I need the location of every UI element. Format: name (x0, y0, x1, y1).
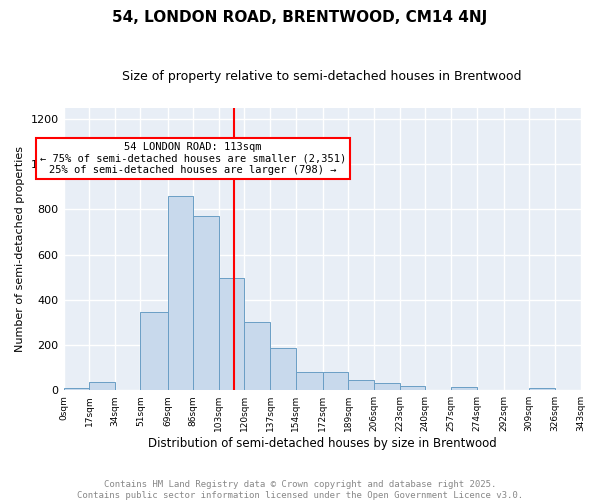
Text: 54 LONDON ROAD: 113sqm
← 75% of semi-detached houses are smaller (2,351)
25% of : 54 LONDON ROAD: 113sqm ← 75% of semi-det… (40, 142, 346, 175)
Bar (296, 372, 323, 390)
Bar (64, 388, 89, 390)
Bar (400, 386, 425, 390)
X-axis label: Distribution of semi-detached houses by size in Brentwood: Distribution of semi-detached houses by … (148, 437, 496, 450)
Title: Size of property relative to semi-detached houses in Brentwood: Size of property relative to semi-detach… (122, 70, 522, 83)
Bar (167, 196, 193, 390)
Bar (219, 278, 244, 390)
Bar (244, 322, 270, 390)
Bar (89, 382, 115, 390)
Y-axis label: Number of semi-detached properties: Number of semi-detached properties (15, 146, 25, 352)
Text: Contains HM Land Registry data © Crown copyright and database right 2025.
Contai: Contains HM Land Registry data © Crown c… (77, 480, 523, 500)
Bar (193, 216, 219, 390)
Bar (270, 348, 296, 390)
Bar (451, 388, 476, 390)
Bar (374, 384, 400, 390)
Bar (529, 388, 555, 390)
Bar (323, 372, 349, 390)
Text: 54, LONDON ROAD, BRENTWOOD, CM14 4NJ: 54, LONDON ROAD, BRENTWOOD, CM14 4NJ (112, 10, 488, 25)
Bar (140, 312, 167, 390)
Bar (349, 380, 374, 390)
